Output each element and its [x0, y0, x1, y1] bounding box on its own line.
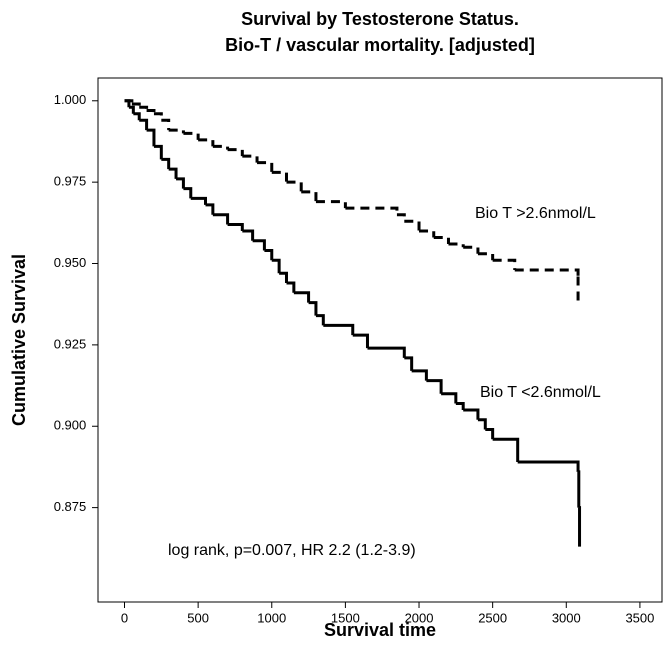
survival-step — [293, 291, 311, 303]
survival-step — [578, 506, 582, 547]
series-label: Bio T <2.6nmol/L — [480, 384, 601, 401]
y-axis-title: Cumulative Survival — [9, 254, 29, 426]
survival-step — [426, 379, 443, 394]
survival-step — [271, 258, 281, 274]
survival-step — [139, 118, 149, 131]
survival-step — [396, 213, 406, 222]
series-label: Bio T >2.6nmol/L — [475, 205, 596, 222]
survival-step — [212, 213, 230, 225]
survival-step — [124, 99, 131, 108]
survival-step — [168, 167, 178, 179]
survival-step — [286, 281, 296, 293]
y-tick-label: 0.900 — [54, 418, 87, 433]
survival-step — [492, 437, 520, 463]
x-tick-label: 2500 — [478, 610, 507, 625]
survival-step — [271, 170, 288, 183]
survival-step — [139, 105, 149, 111]
survival-step — [419, 229, 436, 238]
survival-step — [463, 245, 480, 254]
survival-step — [190, 196, 207, 205]
chart-title: Bio-T / vascular mortality. [adjusted] — [225, 35, 535, 55]
x-tick-label: 1500 — [331, 610, 360, 625]
survival-step — [153, 144, 163, 160]
survival-step — [153, 112, 163, 121]
survival-step — [128, 105, 135, 114]
x-tick-label: 3000 — [552, 610, 581, 625]
survival-step — [131, 102, 141, 108]
survival-step — [212, 144, 230, 150]
survival-step — [176, 177, 185, 189]
x-axis-title: Survival time — [324, 620, 436, 640]
survival-step — [517, 460, 580, 472]
survival-step — [514, 268, 580, 277]
survival-step — [404, 356, 414, 371]
survival-step — [433, 235, 450, 244]
survival-step — [133, 112, 141, 121]
survival-step — [485, 428, 495, 440]
y-tick-label: 0.950 — [54, 255, 87, 270]
survival-step — [286, 180, 303, 192]
survival-step — [477, 252, 495, 261]
x-tick-label: 0 — [121, 610, 128, 625]
survival-step — [455, 401, 465, 410]
survival-step — [242, 154, 259, 163]
survival-step — [463, 408, 480, 420]
y-tick-label: 0.875 — [54, 499, 87, 514]
survival-step — [411, 369, 428, 381]
survival-step — [146, 109, 156, 114]
survival-step — [279, 271, 288, 284]
chart-title: Survival by Testosterone Status. — [241, 9, 519, 29]
survival-step — [448, 242, 465, 248]
survival-step — [404, 219, 421, 231]
survival-step — [161, 118, 171, 131]
survival-step — [183, 131, 200, 140]
survival-step — [367, 346, 406, 358]
survival-step — [242, 229, 255, 241]
survival-step — [441, 392, 458, 404]
survival-step — [492, 258, 517, 271]
survival-step — [183, 187, 193, 199]
x-tick-label: 500 — [187, 610, 209, 625]
survival-step — [345, 206, 399, 215]
survival-step — [161, 157, 171, 170]
survival-step — [227, 148, 244, 157]
y-tick-label: 1.000 — [54, 92, 87, 107]
survival-step — [257, 161, 274, 173]
survival-step — [352, 333, 369, 349]
survival-step — [308, 301, 318, 316]
survival-step — [315, 200, 347, 209]
x-tick-label: 1000 — [257, 610, 286, 625]
survival-step — [205, 203, 215, 215]
survival-step — [577, 470, 581, 508]
survival-step — [301, 190, 318, 202]
survival-step — [146, 128, 156, 147]
y-tick-label: 0.975 — [54, 174, 87, 189]
survival-step — [477, 418, 487, 430]
survival-step — [323, 323, 355, 336]
survival-step — [315, 314, 325, 326]
plot-frame — [97, 77, 663, 603]
survival-step — [252, 239, 266, 251]
survival-step — [264, 248, 274, 261]
y-tick-label: 0.925 — [54, 336, 87, 351]
annotation: log rank, p=0.007, HR 2.2 (1.2-3.9) — [168, 542, 416, 559]
x-tick-label: 3500 — [625, 610, 654, 625]
survival-step — [168, 128, 185, 134]
x-tick-label: 2000 — [405, 610, 434, 625]
survival-step — [227, 222, 244, 231]
survival-step — [198, 138, 215, 147]
